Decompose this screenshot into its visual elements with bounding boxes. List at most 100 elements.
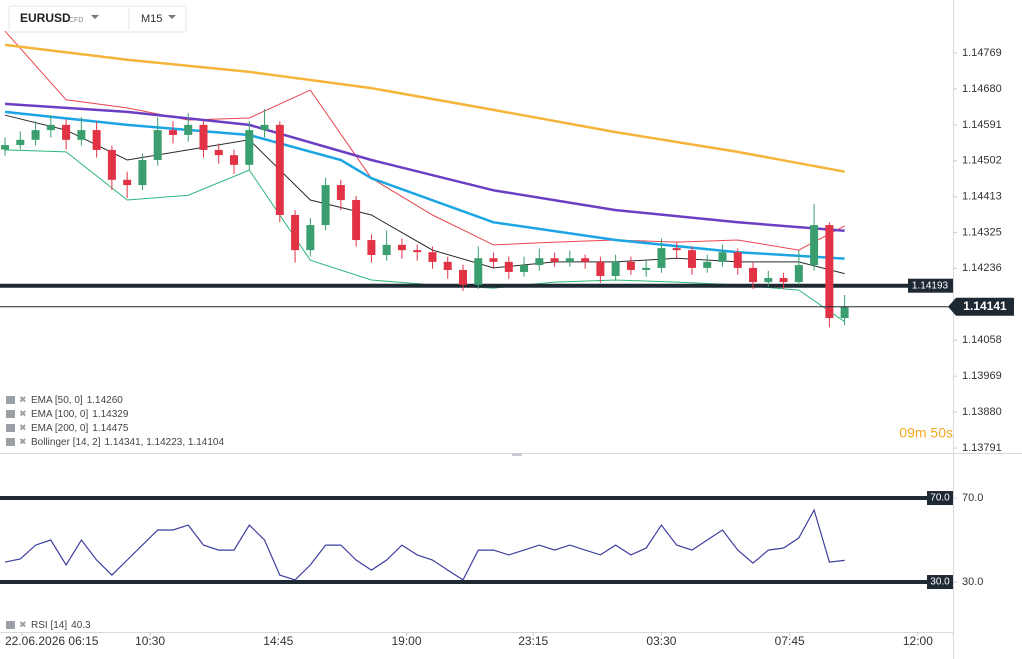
legend-close[interactable]: ✖ <box>19 619 27 629</box>
legend-entry: EMA [100, 0] 1.14329 <box>31 409 129 420</box>
candle-body <box>825 225 834 319</box>
timeframe[interactable]: M15 <box>141 13 162 25</box>
candle-body <box>367 240 376 255</box>
y-tick-label: 1.14680 <box>962 83 1002 95</box>
legend-icon <box>6 410 15 418</box>
rsi-level-box <box>927 575 953 590</box>
x-tick-label: 19:00 <box>391 634 421 648</box>
legend-entry: EMA [50, 0] 1.14260 <box>31 395 123 406</box>
x-tick-label: 23:15 <box>518 634 548 648</box>
dropdown-caret[interactable] <box>168 15 176 19</box>
candle-body <box>489 258 498 262</box>
ema-line <box>4 102 845 232</box>
candle-body <box>77 130 86 140</box>
symbol[interactable]: EURUSD <box>20 11 71 25</box>
candle-body <box>382 244 391 255</box>
candle-body <box>596 261 605 277</box>
candle-body <box>611 261 620 277</box>
candle-body <box>626 261 635 270</box>
candle-body <box>458 269 467 285</box>
x-tick-label: 10:30 <box>135 634 165 648</box>
panel-resize-handle[interactable] <box>512 453 522 456</box>
candle-body <box>413 250 422 253</box>
legend-name: RSI [14] <box>31 620 67 631</box>
candle-body <box>336 185 345 201</box>
legend-icon <box>6 621 15 629</box>
y-tick-label: 1.13880 <box>962 406 1002 418</box>
last-price-label: 1.14141 <box>963 299 1007 313</box>
legend-icon <box>6 438 15 446</box>
candle-body <box>46 124 55 131</box>
candle-body <box>504 261 513 272</box>
candle-body <box>794 265 803 283</box>
candle-body <box>62 124 71 140</box>
candle-body <box>291 214 300 251</box>
candle-body <box>565 258 574 262</box>
candle-body <box>321 185 330 226</box>
y-tick-label: 1.14236 <box>962 262 1002 274</box>
candle-body <box>642 267 651 270</box>
candle-body <box>245 130 254 165</box>
candle-body <box>550 258 559 262</box>
candle-body <box>153 130 162 161</box>
candle-body <box>275 124 284 215</box>
candle-body <box>138 160 147 186</box>
legend-close[interactable]: ✖ <box>19 436 27 446</box>
legend-entry: EMA [200, 0] 1.14475 <box>31 423 129 434</box>
candle-body <box>306 225 315 251</box>
legend-value: 1.14329 <box>92 409 129 420</box>
candle-body <box>764 278 773 283</box>
rsi-level-box <box>927 491 953 506</box>
candle-body <box>703 261 712 268</box>
candle-body <box>840 306 849 319</box>
y-tick-label: 1.14325 <box>962 226 1002 238</box>
candle-body <box>779 278 788 283</box>
candle-body <box>687 250 696 268</box>
legend-value: 1.14341, 1.14223, 1.14104 <box>105 437 225 448</box>
y-tick-label: 1.14502 <box>962 155 1002 167</box>
legend-close[interactable]: ✖ <box>19 394 27 404</box>
rsi-level-label: 30.0 <box>930 577 950 588</box>
candle-body <box>749 267 758 283</box>
legend-close[interactable]: ✖ <box>19 408 27 418</box>
candle-body <box>260 124 269 131</box>
plot-layer: 1.14769 1.14680 1.14591 1.14502 1.14413 1.143… <box>0 30 1014 648</box>
candle-body <box>123 179 132 186</box>
candle-body <box>31 130 40 140</box>
candle-body <box>230 155 239 165</box>
y-tick-label: 1.14591 <box>962 119 1002 131</box>
last-price-box <box>948 297 1014 316</box>
candle-body <box>107 149 116 180</box>
y-tick-label: 1.13791 <box>962 442 1002 454</box>
legend-icon <box>6 396 15 404</box>
x-tick-label: 12:00 <box>903 634 933 648</box>
candle-body <box>92 130 101 150</box>
countdown: 09m 50s <box>899 425 953 441</box>
candle-body <box>168 130 177 135</box>
y-tick-label: 1.13969 <box>962 370 1002 382</box>
symbol-selector[interactable]: EURUSD CFD M15 <box>8 5 187 33</box>
legend-entry: RSI [14] 40.3 <box>31 620 91 631</box>
candle-body <box>443 261 452 270</box>
level-label: 1.14193 <box>912 280 949 291</box>
ema-line <box>4 43 845 173</box>
legend-close[interactable]: ✖ <box>19 422 27 432</box>
ema-line <box>4 110 845 260</box>
candle-body <box>810 225 819 266</box>
bollinger-upper <box>4 30 845 251</box>
symbol-tag: CFD <box>69 17 83 24</box>
candle-body <box>184 124 193 135</box>
dropdown-caret[interactable] <box>91 15 99 19</box>
y-tick-label: 30.0 <box>962 576 983 588</box>
legend-value: 1.14475 <box>92 423 129 434</box>
y-tick-label: 1.14058 <box>962 334 1002 346</box>
y-tick-label: 70.0 <box>962 492 983 504</box>
candle-body <box>397 244 406 251</box>
candle-body <box>520 265 529 272</box>
y-tick-label: 1.14769 <box>962 47 1002 59</box>
candle-body <box>16 139 25 146</box>
legend-name: EMA [100, 0] <box>31 409 88 420</box>
candle-body <box>352 200 361 241</box>
